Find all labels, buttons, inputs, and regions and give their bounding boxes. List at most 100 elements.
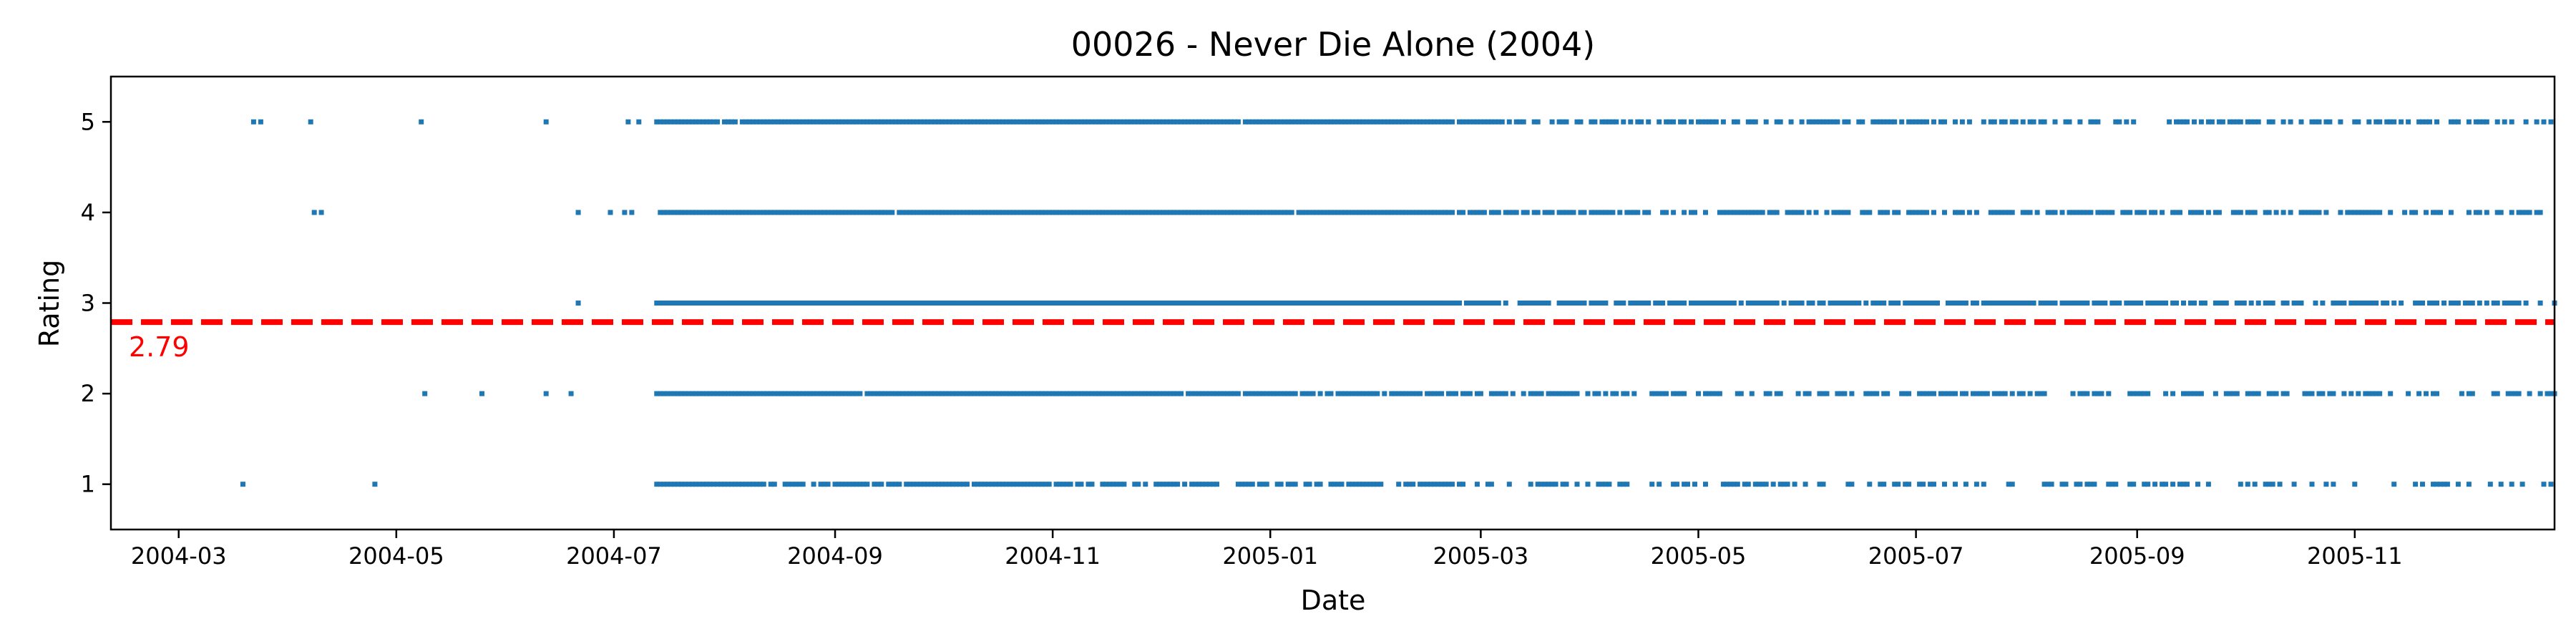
rating-point: [690, 482, 696, 487]
rating-point: [1078, 210, 1084, 215]
rating-point: [1299, 210, 1305, 215]
rating-point: [900, 301, 906, 306]
rating-point: [1513, 210, 1519, 215]
rating-point: [1068, 391, 1073, 396]
rating-point: [575, 301, 581, 306]
rating-point: [2298, 119, 2304, 125]
rating-point: [1756, 210, 1762, 215]
rating-point: [743, 482, 748, 487]
rating-point: [961, 301, 966, 306]
rating-point: [1382, 391, 1387, 396]
rating-point: [2512, 301, 2518, 306]
rating-point: [1003, 210, 1009, 215]
rating-point: [715, 119, 720, 125]
rating-point: [1010, 301, 1016, 306]
rating-point: [1464, 119, 1469, 125]
rating-point: [768, 391, 774, 396]
rating-point: [1720, 482, 1726, 487]
rating-point: [1378, 301, 1384, 306]
rating-point: [1093, 210, 1098, 215]
rating-point: [1057, 119, 1063, 125]
rating-point: [1064, 391, 1070, 396]
rating-point: [1464, 391, 1469, 396]
rating-point: [1028, 301, 1034, 306]
rating-point: [968, 210, 973, 215]
rating-point: [1878, 482, 1883, 487]
rating-point: [922, 391, 927, 396]
rating-point: [2331, 482, 2336, 487]
rating-point: [1774, 301, 1780, 306]
rating-point: [1085, 482, 1091, 487]
rating-point: [940, 119, 945, 125]
rating-point: [1082, 391, 1088, 396]
rating-point: [1503, 391, 1508, 396]
rating-point: [1157, 391, 1163, 396]
rating-point: [1885, 210, 1890, 215]
rating-point: [2502, 119, 2507, 125]
rating-point: [761, 482, 766, 487]
rating-point: [2409, 210, 2415, 215]
rating-point: [843, 119, 849, 125]
rating-point: [708, 210, 713, 215]
rating-point: [897, 119, 902, 125]
rating-point: [1125, 119, 1131, 125]
rating-point: [2002, 301, 2008, 306]
rating-point: [1727, 210, 1733, 215]
rating-point: [1560, 119, 1566, 125]
rating-point: [1995, 391, 2001, 396]
rating-point: [1046, 482, 1052, 487]
rating-point: [1521, 391, 1526, 396]
rating-point: [1478, 210, 1483, 215]
rating-point: [2406, 391, 2411, 396]
rating-point: [1439, 391, 1445, 396]
rating-point: [1324, 301, 1330, 306]
rating-point: [697, 119, 703, 125]
rating-point: [1375, 119, 1380, 125]
rating-point: [929, 301, 935, 306]
rating-point: [1988, 119, 1994, 125]
rating-point: [1150, 119, 1156, 125]
rating-point: [1842, 301, 1848, 306]
rating-point: [1614, 119, 1619, 125]
rating-point: [1421, 301, 1427, 306]
x-tick-label: 2005-09: [2089, 542, 2185, 570]
rating-point: [318, 210, 324, 215]
rating-point: [1246, 391, 1252, 396]
rating-point: [1046, 301, 1052, 306]
rating-point: [1642, 210, 1648, 215]
rating-point: [2413, 482, 2419, 487]
rating-point: [796, 119, 802, 125]
rating-point: [1860, 210, 1865, 215]
rating-point: [1396, 482, 1402, 487]
rating-point: [1200, 391, 1205, 396]
rating-point: [729, 301, 734, 306]
rating-point: [1574, 482, 1580, 487]
rating-point: [2124, 210, 2129, 215]
rating-point: [922, 301, 927, 306]
rating-point: [1642, 301, 1648, 306]
rating-point: [1896, 482, 1901, 487]
rating-point: [1028, 210, 1034, 215]
rating-point: [665, 482, 670, 487]
rating-point: [1189, 119, 1195, 125]
rating-point: [807, 119, 813, 125]
rating-point: [1535, 210, 1541, 215]
rating-point: [750, 301, 756, 306]
rating-point: [1707, 119, 1712, 125]
rating-point: [961, 119, 966, 125]
rating-point: [796, 210, 802, 215]
rating-point: [1425, 391, 1430, 396]
rating-point: [1235, 301, 1241, 306]
rating-point: [2473, 210, 2479, 215]
rating-point: [2106, 482, 2112, 487]
rating-point: [2309, 210, 2315, 215]
rating-point: [726, 301, 731, 306]
rating-point: [1492, 391, 1498, 396]
rating-point: [832, 119, 838, 125]
rating-point: [1050, 301, 1055, 306]
rating-point: [661, 210, 667, 215]
rating-point: [1242, 210, 1248, 215]
rating-point: [1921, 119, 1926, 125]
x-tick-label: 2005-03: [1433, 542, 1529, 570]
rating-point: [1039, 301, 1045, 306]
